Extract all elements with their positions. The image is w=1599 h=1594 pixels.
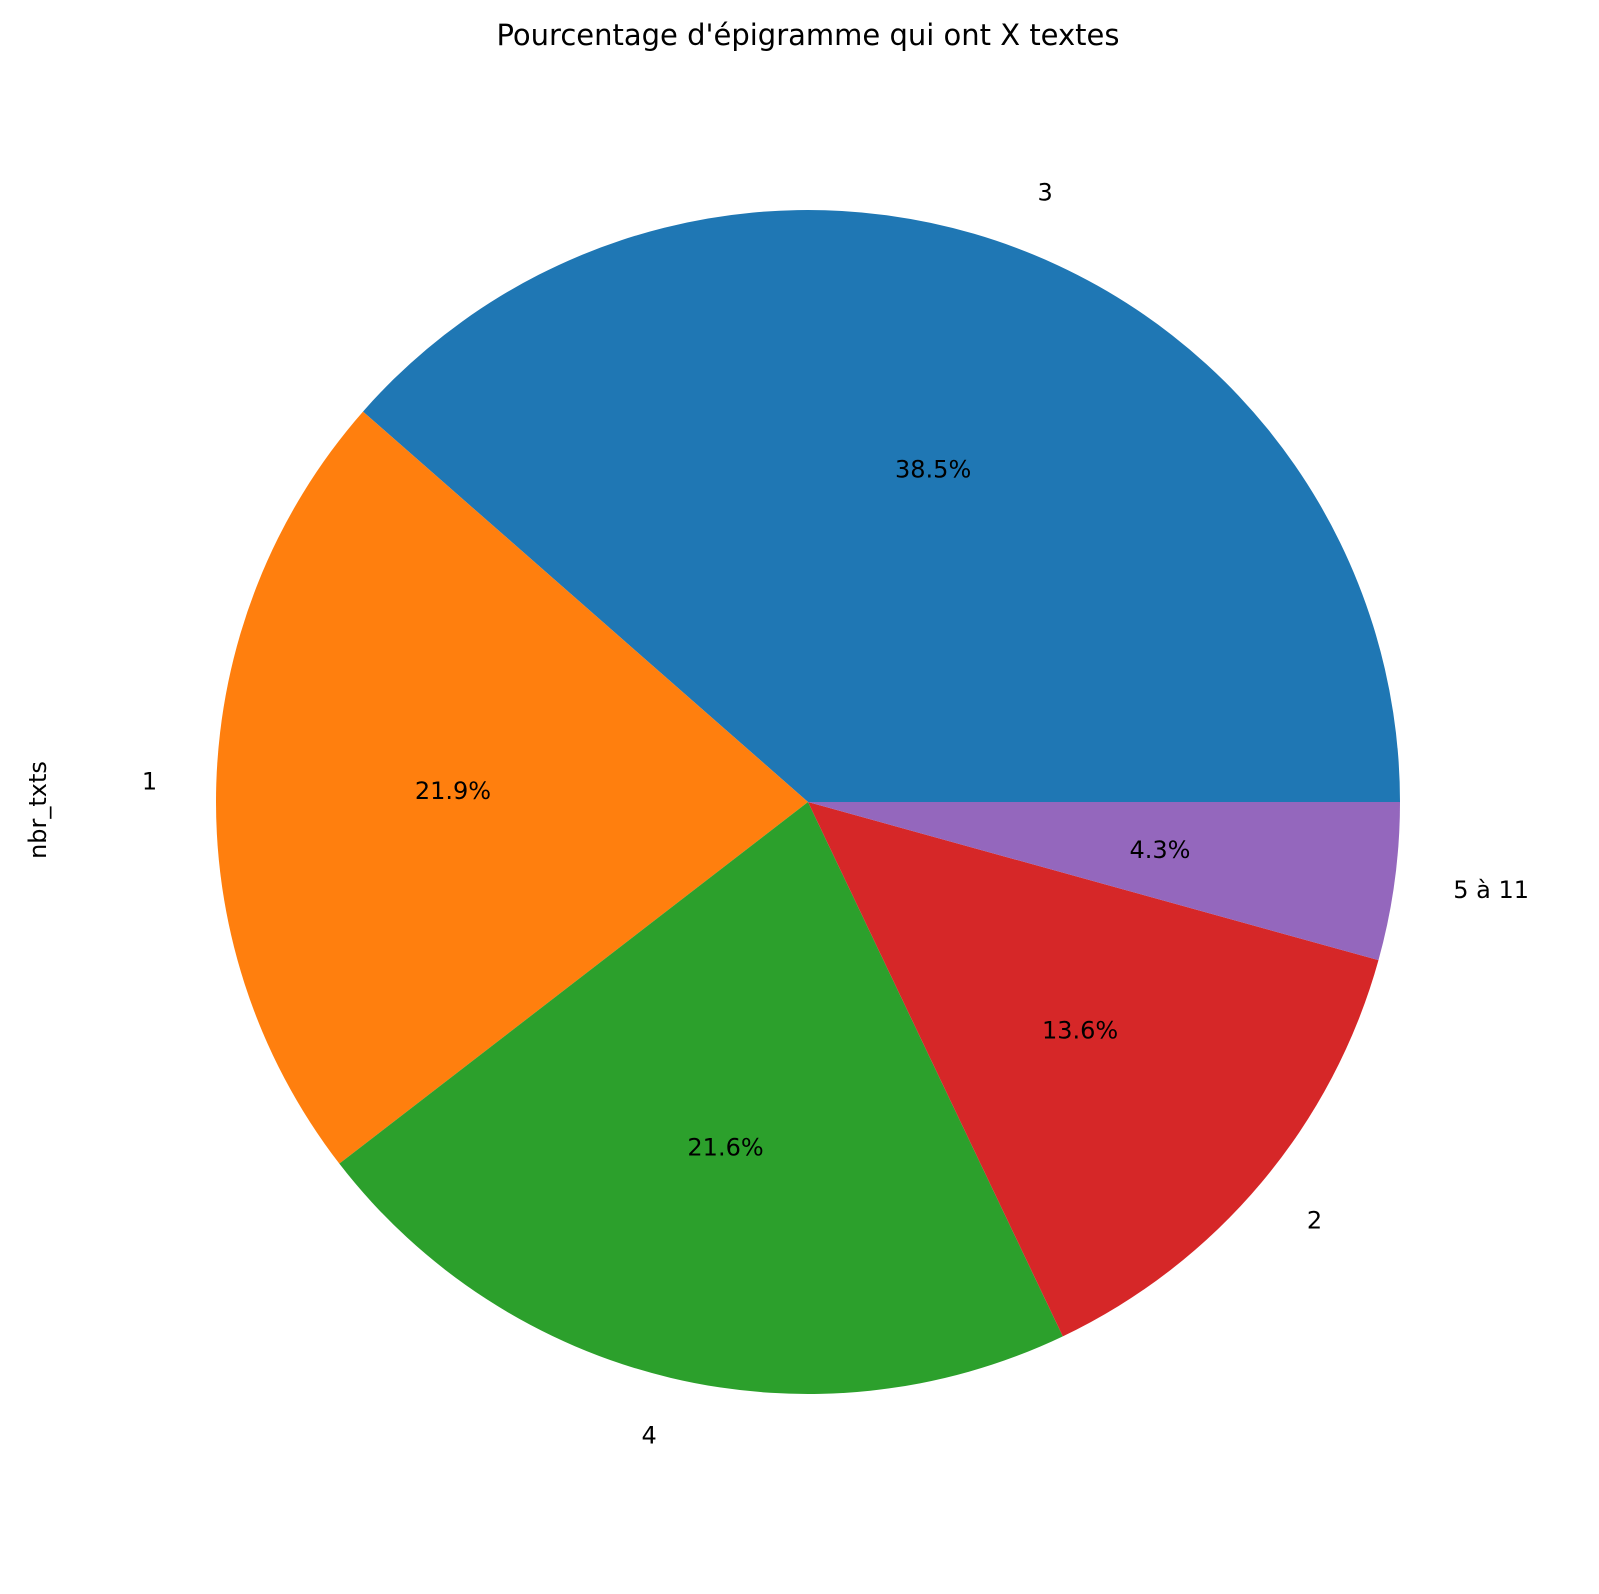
pie-pct-label-1: 21.9% [415, 777, 491, 805]
chart-title: Pourcentage d'épigramme qui ont X textes [496, 18, 1119, 52]
pie-slices [215, 210, 1400, 1394]
pie-pct-label-3: 13.6% [1042, 1016, 1118, 1044]
pie-slice-2 [339, 802, 1063, 1394]
pie-slice-0 [362, 210, 1400, 803]
pie-category-label-1: 1 [142, 768, 157, 796]
pie-category-label-2: 4 [642, 1421, 657, 1449]
pie-category-label-4: 5 à 11 [1453, 876, 1529, 904]
pie-category-label-0: 3 [1037, 179, 1052, 207]
pie-category-label-3: 2 [1307, 1207, 1322, 1235]
y-axis-label: nbr_txts [24, 761, 52, 859]
pie-pct-label-4: 4.3% [1129, 836, 1190, 864]
pie-labels: 38.5% 3 21.9% 1 21.6% 4 13.6% 2 4.3% 5 à 11 [142, 179, 1529, 1450]
pie-slice-3 [808, 802, 1379, 1337]
pie-slice-4 [808, 802, 1400, 961]
pie-pct-label-2: 21.6% [687, 1133, 763, 1161]
pie-pct-label-0: 38.5% [895, 456, 971, 484]
pie-slice-1 [215, 411, 809, 1164]
